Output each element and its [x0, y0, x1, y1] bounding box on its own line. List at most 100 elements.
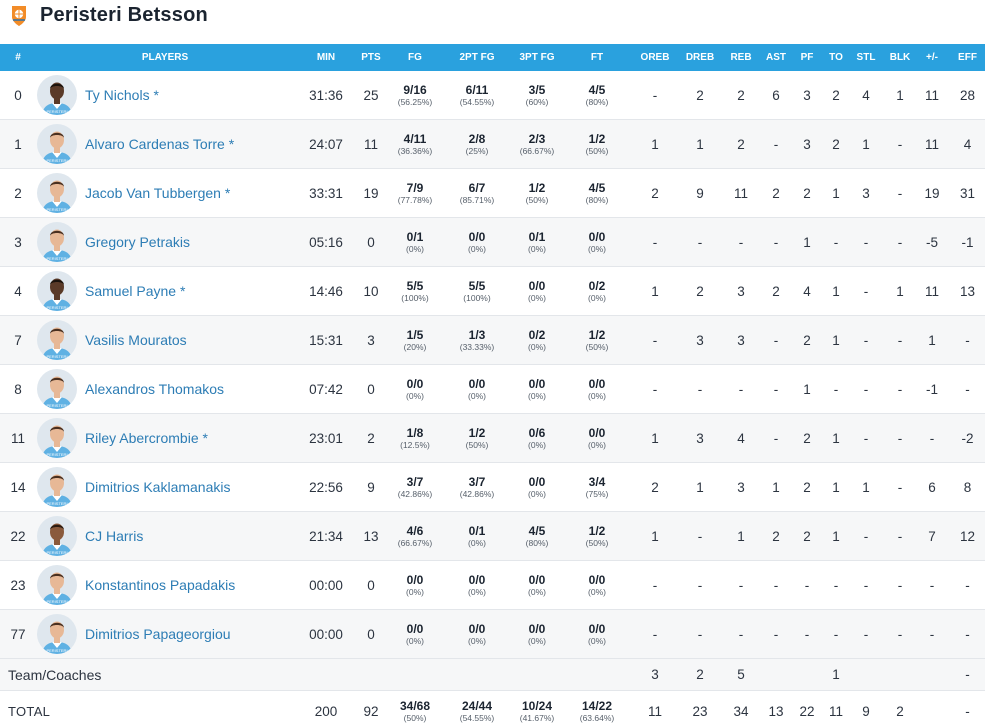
- player-avatar[interactable]: PERISTERI: [37, 369, 77, 409]
- cell-blk: -: [897, 430, 903, 446]
- stat-made-attempted: 5/5: [468, 278, 486, 293]
- column-header-plus-minus[interactable]: +/-: [926, 52, 938, 63]
- cell-minutes: 14:46: [309, 283, 343, 299]
- player-name-link[interactable]: Vasilis Mouratos: [85, 332, 187, 348]
- table-row: 23 PERISTERI Konstantinos Papadakis 00:00 0 0…: [0, 561, 985, 610]
- cell-ft: 0/0 (0%): [566, 561, 628, 610]
- cell-efficiency: -1: [961, 234, 974, 250]
- player-avatar[interactable]: PERISTERI: [37, 614, 77, 654]
- cell-to: 1: [832, 667, 840, 682]
- cell-ast: -: [773, 332, 779, 348]
- cell-plus-minus: 6: [928, 479, 936, 495]
- column-header-stl[interactable]: STL: [856, 52, 876, 63]
- player-avatar[interactable]: PERISTERI: [37, 418, 77, 458]
- player-name-link[interactable]: Konstantinos Papadakis: [85, 577, 236, 593]
- player-name-link[interactable]: Alvaro Cardenas Torre *: [85, 136, 235, 152]
- column-header-oreb[interactable]: OREB: [640, 52, 670, 63]
- stat-made-attempted: 1/2: [588, 327, 606, 342]
- column-header-fg[interactable]: FG: [408, 52, 422, 63]
- column-header-dreb[interactable]: DREB: [685, 52, 715, 63]
- stat-percentage: (0%): [528, 243, 546, 254]
- player-avatar[interactable]: PERISTERI: [37, 124, 77, 164]
- player-info: PERISTERI Dimitrios Papageorgiou: [36, 610, 294, 658]
- player-avatar[interactable]: PERISTERI: [37, 320, 77, 360]
- column-header-pts[interactable]: PTS: [361, 52, 381, 63]
- player-name-link[interactable]: Gregory Petrakis: [85, 234, 191, 250]
- column-header-min[interactable]: MIN: [316, 52, 336, 63]
- stat-percentage: (100%): [463, 292, 491, 303]
- stat-made-attempted: 0/0: [406, 621, 424, 636]
- stat-percentage: (50%): [585, 145, 609, 156]
- player-name-link[interactable]: CJ Harris: [85, 528, 144, 544]
- cell-plus-minus: 11: [924, 136, 939, 152]
- cell-blk: -: [897, 626, 903, 642]
- cell-reb: 5: [737, 667, 745, 682]
- stat-percentage: (54.55%): [459, 713, 495, 724]
- cell-blk: -: [897, 381, 903, 397]
- stat-percentage: (0%): [588, 292, 606, 303]
- column-header-3pt-fg[interactable]: 3PT FG: [519, 52, 555, 63]
- cell-ft: 1/2 (50%): [566, 120, 628, 169]
- player-name-link[interactable]: Jacob Van Tubbergen *: [85, 185, 231, 201]
- player-name-link[interactable]: Dimitrios Papageorgiou: [85, 626, 231, 642]
- cell-pf: 1: [803, 381, 811, 397]
- column-header-blk[interactable]: BLK: [889, 52, 911, 63]
- stat-made-attempted: 4/6: [406, 523, 424, 538]
- column-header-ast[interactable]: AST: [766, 52, 786, 63]
- column-header-reb[interactable]: REB: [730, 52, 752, 63]
- player-avatar[interactable]: PERISTERI: [37, 516, 77, 556]
- player-name-link[interactable]: Ty Nichols *: [85, 87, 159, 103]
- column-header-to[interactable]: TO: [829, 52, 843, 63]
- player-avatar[interactable]: PERISTERI: [37, 565, 77, 605]
- cell-pf: 2: [803, 430, 811, 446]
- cell-player: PERISTERI Vasilis Mouratos: [36, 316, 294, 365]
- stat-made-attempted: 0/1: [528, 229, 546, 244]
- cell-fg2: 6/11 (54.55%): [446, 71, 508, 120]
- cell-stl: -: [863, 381, 869, 397]
- stat-made-attempted: 0/2: [528, 327, 546, 342]
- stat-made-attempted: 1/2: [588, 131, 606, 146]
- cell-player: PERISTERI Riley Abercrombie *: [36, 414, 294, 463]
- player-name-link[interactable]: Alexandros Thomakos: [85, 381, 225, 397]
- cell-oreb: 3: [651, 667, 659, 682]
- stat-made-attempted: 34/68: [399, 699, 431, 714]
- cell-fg: 1/8 (12.5%): [384, 414, 446, 463]
- stat-percentage: (50%): [525, 194, 549, 205]
- stat-percentage: (50%): [403, 713, 427, 724]
- cell-player: PERISTERI Dimitrios Kaklamanakis: [36, 463, 294, 512]
- player-avatar[interactable]: PERISTERI: [37, 75, 77, 115]
- cell-blk: -: [897, 185, 903, 201]
- cell-pf: 1: [803, 234, 811, 250]
- stat-made-attempted: 1/2: [528, 180, 546, 195]
- column-header-2pt-fg[interactable]: 2PT FG: [459, 52, 495, 63]
- player-name-link[interactable]: Dimitrios Kaklamanakis: [85, 479, 231, 495]
- cell-pf: 2: [803, 528, 811, 544]
- cell-ast: -: [773, 626, 779, 642]
- stat-made-attempted: 0/0: [588, 425, 606, 440]
- column-header-pf[interactable]: PF: [800, 52, 814, 63]
- cell-plus-minus: 1: [928, 332, 936, 348]
- stat-made-attempted: 0/0: [588, 621, 606, 636]
- player-avatar[interactable]: PERISTERI: [37, 222, 77, 262]
- player-avatar[interactable]: PERISTERI: [37, 467, 77, 507]
- table-row: 11 PERISTERI Riley Abercrombie * 23:01 2 1/8(…: [0, 413, 985, 463]
- column-header-players[interactable]: PLAYERS: [141, 52, 189, 63]
- column-header-ft[interactable]: FT: [590, 52, 604, 63]
- cell-jersey-number: 1: [14, 136, 22, 152]
- column-header-eff[interactable]: EFF: [958, 52, 977, 63]
- column-header-num[interactable]: #: [15, 52, 21, 63]
- player-avatar[interactable]: PERISTERI: [37, 271, 77, 311]
- stat-made-attempted: 1/3: [468, 327, 486, 342]
- stat-made-attempted: 3/4: [588, 474, 606, 489]
- cell-efficiency: 4: [963, 136, 972, 152]
- player-name-link[interactable]: Riley Abercrombie *: [85, 430, 208, 446]
- stat-percentage: (0%): [468, 586, 486, 597]
- stat-made-attempted: 24/44: [461, 699, 493, 714]
- cell-reb: 3: [737, 479, 745, 495]
- stat-percentage: (50%): [465, 439, 489, 450]
- cell-pf: 3: [803, 136, 811, 152]
- stat-percentage: (0%): [528, 439, 546, 450]
- player-avatar[interactable]: PERISTERI: [37, 173, 77, 213]
- player-name-link[interactable]: Samuel Payne *: [85, 283, 186, 299]
- cell-stl: -: [863, 430, 869, 446]
